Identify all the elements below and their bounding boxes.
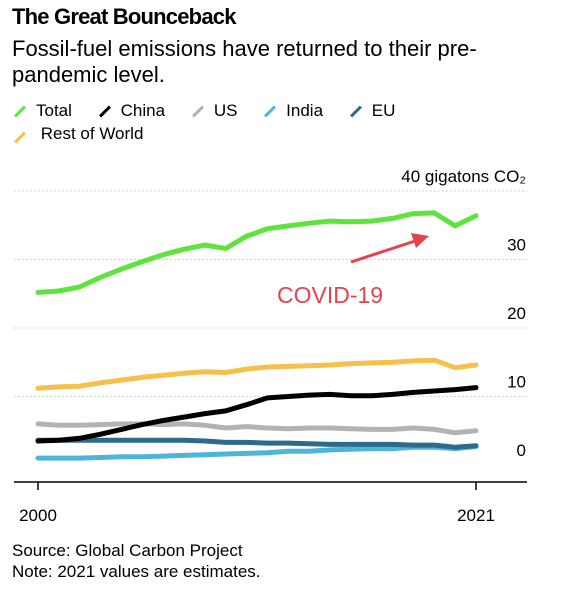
chart-subtitle: Fossil-fuel emissions have returned to t…	[12, 36, 477, 87]
legend-item-india: India	[262, 98, 323, 124]
legend-label-india: India	[286, 101, 324, 120]
legend-label-eu: EU	[371, 101, 396, 120]
y-axis-unit-label: 40 gigatons CO₂	[401, 167, 526, 186]
y-tick-label-0: 0	[517, 441, 526, 460]
legend-label-rest-of-world: Rest of World	[40, 124, 144, 143]
series-line-eu	[35, 437, 479, 450]
chart-legend: Total China US India EU Rest of World	[12, 98, 552, 150]
legend-label-total: Total	[36, 101, 72, 120]
legend-item-us: US	[190, 98, 238, 124]
legend-label-us: US	[213, 101, 238, 120]
x-tick-label-2000: 2000	[19, 506, 57, 525]
legend-label-china: China	[120, 101, 166, 120]
covid-arrowhead-icon	[411, 233, 429, 248]
y-tick-label-30: 30	[507, 236, 526, 255]
estimate-note: Note: 2021 values are estimates.	[12, 562, 261, 581]
legend-item-china: China	[97, 98, 165, 124]
series-line-china	[35, 385, 479, 444]
y-tick-label-10: 10	[507, 373, 526, 392]
covid-arrow-shaft	[350, 239, 416, 264]
series-line-us	[35, 421, 479, 436]
chart-footer: Source: Global Carbon Project Note: 2021…	[12, 540, 261, 582]
series-line-total	[35, 210, 479, 295]
covid-annotation-label: COVID-19	[277, 282, 383, 308]
legend-item-rest-of-world: Rest of World	[12, 124, 532, 150]
y-tick-label-20: 20	[507, 304, 526, 323]
chart-title: The Great Bounceback	[12, 4, 236, 29]
x-tick-label-2021: 2021	[457, 506, 495, 525]
series-line-india	[35, 444, 479, 461]
source-note: Source: Global Carbon Project	[12, 541, 243, 560]
series-line-rest-of-world	[35, 357, 479, 391]
legend-item-total: Total	[12, 98, 72, 124]
legend-item-eu: EU	[348, 98, 396, 124]
